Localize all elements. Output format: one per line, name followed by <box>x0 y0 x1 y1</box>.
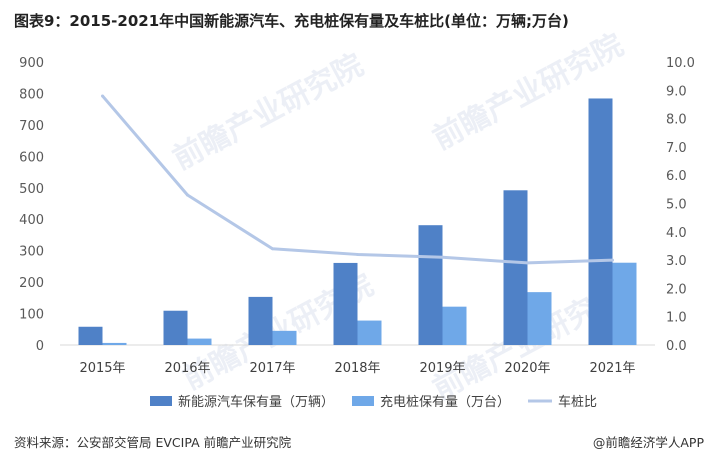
y-right-tick-label: 1.0 <box>666 311 687 326</box>
ratio-point <box>186 193 189 197</box>
x-tick-label: 2021年 <box>589 361 635 376</box>
y-left-tick-label: 600 <box>19 150 44 165</box>
ev-bar <box>78 326 103 345</box>
y-right-tick-label: 5.0 <box>666 198 687 213</box>
ev-bar <box>503 190 528 345</box>
y-right-tick-label: 7.0 <box>666 141 687 156</box>
y-left-tick-label: 300 <box>19 245 44 260</box>
y-left-tick-label: 800 <box>19 87 44 102</box>
y-right-tick-label: 4.0 <box>666 226 687 241</box>
ev-bar <box>418 225 443 345</box>
y-left-tick-label: 500 <box>19 182 44 197</box>
charging-pile-bar <box>442 306 467 345</box>
charging-pile-bar <box>272 330 297 345</box>
legend-swatch-pile <box>352 396 374 406</box>
ratio-line-group <box>101 94 614 265</box>
chart-title: 图表9：2015-2021年中国新能源汽车、充电桩保有量及车桩比(单位：万辆;万… <box>14 12 569 30</box>
x-tick-label: 2016年 <box>164 361 210 376</box>
ratio-point <box>356 252 359 256</box>
ratio-point <box>611 258 614 262</box>
ratio-line <box>101 94 613 265</box>
charging-pile-bar <box>187 338 212 345</box>
y-right-tick-label: 0.0 <box>666 339 687 354</box>
ev-bar <box>588 98 613 345</box>
y-left-tick-label: 0 <box>36 339 44 354</box>
ratio-point <box>441 255 444 259</box>
y-right-tick-label: 8.0 <box>666 113 687 128</box>
y-right-tick-label: 9.0 <box>666 84 687 99</box>
legend-label-ratio: 车桩比 <box>558 394 597 410</box>
ev-bar <box>163 310 188 345</box>
y-right-tick-label: 3.0 <box>666 254 687 269</box>
y-right-tick-label: 10.0 <box>666 56 695 71</box>
ratio-point <box>271 247 274 251</box>
x-tick-label: 2017年 <box>249 361 295 376</box>
x-axis: 2015年 2016年 2017年 2018年 2019年 2020年 2021年 <box>79 361 635 376</box>
x-tick-label: 2018年 <box>334 361 380 376</box>
ratio-point <box>526 261 529 265</box>
legend: 新能源汽车保有量（万辆） 充电桩保有量（万台） 车桩比 <box>150 394 597 410</box>
left-axis: 0 100 200 300 400 500 600 700 800 900 <box>19 56 44 354</box>
charging-pile-bar <box>527 292 552 345</box>
ev-bar <box>248 296 273 345</box>
x-tick-label: 2020年 <box>504 361 550 376</box>
y-right-tick-label: 6.0 <box>666 169 687 184</box>
legend-label-ev: 新能源汽车保有量（万辆） <box>178 394 334 410</box>
y-left-tick-label: 700 <box>19 119 44 134</box>
y-left-tick-label: 200 <box>19 276 44 291</box>
watermark-text: 前瞻产业研究院 <box>167 48 369 177</box>
ev-bar <box>333 262 358 345</box>
charging-pile-bar <box>612 262 637 345</box>
watermark-layer: 前瞻产业研究院 前瞻产业研究院 前瞻产业研究院 前瞻产业研究院 <box>167 28 629 407</box>
charging-pile-bar <box>102 342 127 345</box>
y-left-tick-label: 100 <box>19 308 44 323</box>
ratio-point <box>101 94 104 98</box>
x-tick-label: 2015年 <box>79 361 125 376</box>
bar-group <box>78 98 637 345</box>
x-tick-label: 2019年 <box>419 361 465 376</box>
source-note: 资料来源：公安部交管局 EVCIPA 前瞻产业研究院 <box>14 435 292 450</box>
legend-label-pile: 充电桩保有量（万台） <box>380 394 510 410</box>
y-left-tick-label: 900 <box>19 56 44 71</box>
y-right-tick-label: 2.0 <box>666 282 687 297</box>
credit-note: @前瞻经济学人APP <box>592 435 704 450</box>
right-axis: 0.0 1.0 2.0 3.0 4.0 5.0 6.0 7.0 8.0 9.0 10.0 <box>666 56 695 354</box>
legend-swatch-ev <box>150 396 172 406</box>
y-left-tick-label: 400 <box>19 213 44 228</box>
charging-pile-bar <box>357 320 382 345</box>
